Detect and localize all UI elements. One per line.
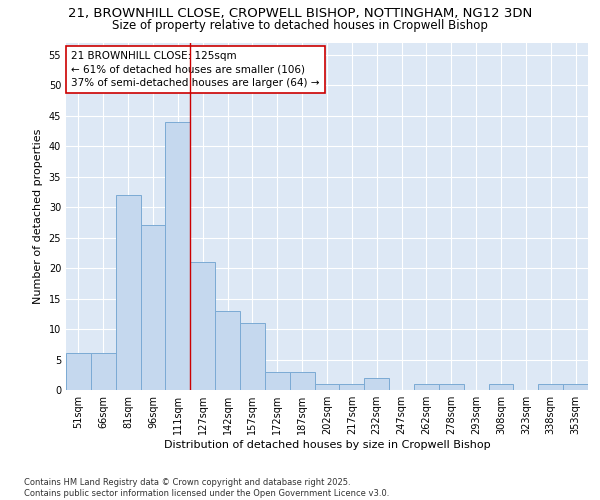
Bar <box>66 354 91 390</box>
X-axis label: Distribution of detached houses by size in Cropwell Bishop: Distribution of detached houses by size … <box>164 440 490 450</box>
Bar <box>140 226 166 390</box>
Y-axis label: Number of detached properties: Number of detached properties <box>33 128 43 304</box>
Text: 21, BROWNHILL CLOSE, CROPWELL BISHOP, NOTTINGHAM, NG12 3DN: 21, BROWNHILL CLOSE, CROPWELL BISHOP, NO… <box>68 8 532 20</box>
Bar <box>414 384 439 390</box>
Bar <box>439 384 464 390</box>
Bar <box>364 378 389 390</box>
Bar <box>538 384 563 390</box>
Bar <box>215 310 240 390</box>
Bar <box>488 384 514 390</box>
Bar <box>563 384 588 390</box>
Bar <box>91 354 116 390</box>
Bar <box>166 122 190 390</box>
Bar <box>265 372 290 390</box>
Bar <box>240 323 265 390</box>
Text: Contains HM Land Registry data © Crown copyright and database right 2025.
Contai: Contains HM Land Registry data © Crown c… <box>24 478 389 498</box>
Bar <box>314 384 340 390</box>
Bar <box>290 372 314 390</box>
Text: 21 BROWNHILL CLOSE: 125sqm
← 61% of detached houses are smaller (106)
37% of sem: 21 BROWNHILL CLOSE: 125sqm ← 61% of deta… <box>71 51 320 88</box>
Bar <box>340 384 364 390</box>
Bar <box>116 195 140 390</box>
Text: Size of property relative to detached houses in Cropwell Bishop: Size of property relative to detached ho… <box>112 19 488 32</box>
Bar <box>190 262 215 390</box>
